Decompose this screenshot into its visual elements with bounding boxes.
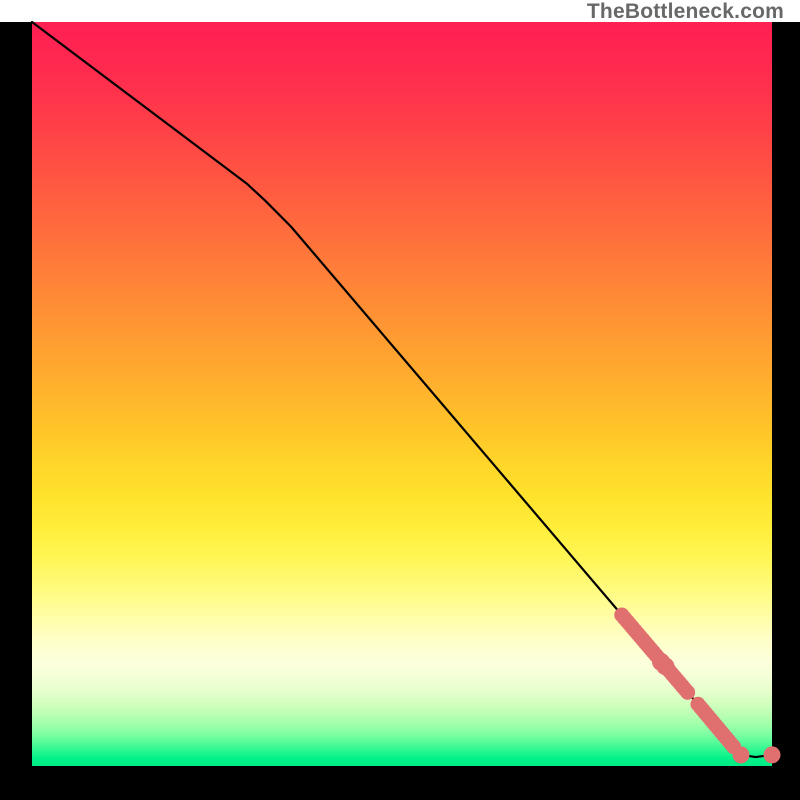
watermark-text: TheBottleneck.com (587, 0, 784, 24)
chart-root: { "canvas": { "width": 800, "height": 80… (0, 0, 800, 800)
gradient-background (32, 22, 772, 766)
